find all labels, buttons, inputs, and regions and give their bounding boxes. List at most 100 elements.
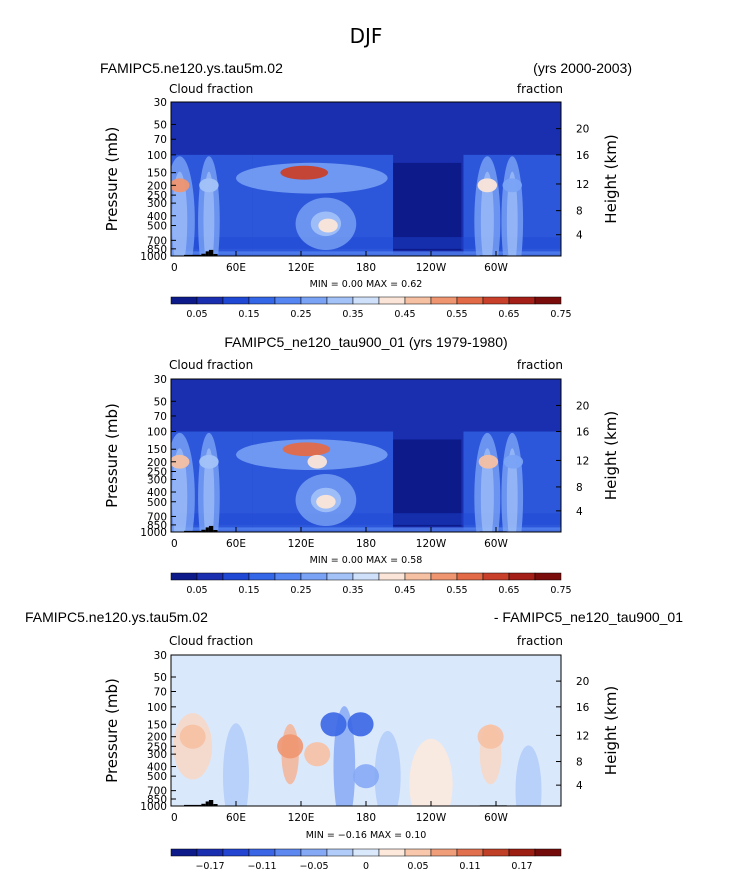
colorbar-box — [326, 296, 354, 305]
colorbar-label: 0.65 — [498, 585, 519, 596]
colorbar-box — [352, 572, 380, 581]
contour-patch — [374, 730, 401, 806]
y-tick-label: 70 — [154, 686, 167, 698]
y-tick-label: 100 — [147, 427, 167, 439]
y-axis-title: Pressure (mb) — [103, 678, 121, 783]
y-tick-label: 150 — [147, 168, 167, 180]
colorbar-box — [482, 296, 510, 305]
contour-peak-4 — [307, 454, 327, 469]
colorbar-box — [326, 848, 354, 857]
colorbar-label: 0.17 — [511, 861, 532, 872]
panel-3: FAMIPC5.ne120.ys.tau5m.02 - FAMIPC5_ne120… — [25, 609, 683, 872]
contour-peak-3 — [304, 742, 331, 767]
z-tick-label: 20 — [576, 400, 589, 412]
contour-peak-6 — [478, 454, 499, 469]
colorbar-box — [352, 296, 380, 305]
panel-title: FAMIPC5.ne120.ys.tau5m.02 — [25, 609, 208, 625]
x-tick-label: 0 — [171, 812, 178, 824]
x-tick-label: 60E — [226, 812, 246, 824]
x-tick-label: 60E — [226, 262, 246, 274]
colorbar-box — [378, 572, 406, 581]
contour-patch — [409, 738, 453, 806]
colorbar-box — [170, 848, 198, 857]
colorbar-box — [274, 848, 302, 857]
contour-low-region — [393, 162, 462, 251]
x-tick-label: 120E — [288, 538, 315, 550]
contour-field — [171, 102, 561, 256]
colorbar-box — [508, 572, 536, 581]
contour-peak-5 — [347, 712, 374, 737]
colorbar-box — [222, 572, 250, 581]
topography — [184, 254, 202, 256]
colorbar-box — [482, 572, 510, 581]
x-tick-label: 120W — [416, 538, 447, 550]
colorbar-box — [196, 572, 224, 581]
colorbar-box — [170, 296, 198, 305]
colorbar-box — [404, 572, 432, 581]
colorbar-box — [274, 572, 302, 581]
topography — [213, 253, 218, 256]
colorbar-box — [430, 572, 458, 581]
y-tick-label: 30 — [154, 374, 167, 386]
x-tick-label: 180 — [356, 538, 376, 550]
contour-peak-2 — [199, 454, 219, 469]
z-tick-label: 8 — [576, 206, 583, 218]
topography — [201, 253, 206, 256]
y-tick-label: 1000 — [140, 527, 167, 539]
colorbar-box — [300, 296, 328, 305]
topography — [205, 251, 209, 256]
topography — [213, 529, 218, 532]
y-tick-label: 850 — [147, 244, 167, 256]
contour-patch — [515, 745, 542, 806]
colorbar-label: 0.45 — [394, 309, 415, 320]
colorbar-label: 0.35 — [342, 309, 363, 320]
contour-peak-2 — [277, 734, 304, 759]
contour-low-region — [393, 439, 462, 527]
contour-column — [203, 448, 215, 532]
colorbar-box — [352, 848, 380, 857]
colorbar: 0.05 0.15 0.25 0.35 0.45 0.55 0.65 0.75 — [170, 296, 572, 320]
z-tick-label: 20 — [576, 676, 589, 688]
panel-right-title: - FAMIPC5_ne120_tau900_01 — [494, 609, 683, 625]
x-tick-label: 60W — [484, 538, 508, 550]
y-tick-label: 500 — [147, 497, 167, 509]
panel-title: FAMIPC5.ne120.ys.tau5m.02 — [100, 60, 283, 76]
topography — [184, 530, 202, 532]
y-tick-label: 50 — [154, 119, 167, 131]
contour-field — [171, 379, 561, 532]
contour-peak-2 — [199, 178, 219, 193]
y-axis-right-title: Height (km) — [602, 686, 620, 775]
contour-peak-7 — [503, 454, 524, 469]
panel-2: FAMIPC5_ne120_tau900_01 (yrs 1979-1980) C… — [103, 334, 620, 596]
topography — [208, 525, 214, 532]
colorbar-label: 0.75 — [550, 309, 571, 320]
y-tick-label: 70 — [154, 411, 167, 423]
y-tick-label: 1000 — [140, 251, 167, 263]
contour-peak-1 — [171, 178, 190, 193]
topography — [205, 801, 209, 806]
y-tick-label: 700 — [147, 511, 167, 523]
y-tick-label: 150 — [147, 719, 167, 731]
colorbar-label: 0 — [363, 861, 369, 872]
contour-column — [172, 448, 188, 532]
contour-column — [506, 171, 518, 256]
x-tick-label: 120W — [416, 812, 447, 824]
y-tick-label: 250 — [147, 467, 167, 479]
x-tick-label: 180 — [356, 812, 376, 824]
y-tick-label: 150 — [147, 444, 167, 456]
y-tick-label: 300 — [147, 198, 167, 210]
y-tick-label: 200 — [147, 457, 167, 469]
colorbar-label: 0.15 — [238, 585, 259, 596]
y-tick-label: 100 — [147, 702, 167, 714]
z-tick-label: 16 — [576, 427, 590, 439]
colorbar-box — [300, 848, 328, 857]
min-max-stats: MIN = −0.16 MAX = 0.10 — [306, 830, 427, 841]
y-tick-label: 30 — [154, 97, 167, 109]
colorbar-label: 0.05 — [186, 585, 207, 596]
y-tick-label: 200 — [147, 180, 167, 192]
y-axis-right-title: Height (km) — [602, 411, 620, 500]
y-axis-title: Pressure (mb) — [103, 127, 121, 232]
y-tick-label: 500 — [147, 221, 167, 233]
y-tick-label: 70 — [154, 134, 167, 146]
colorbar-box — [378, 296, 406, 305]
